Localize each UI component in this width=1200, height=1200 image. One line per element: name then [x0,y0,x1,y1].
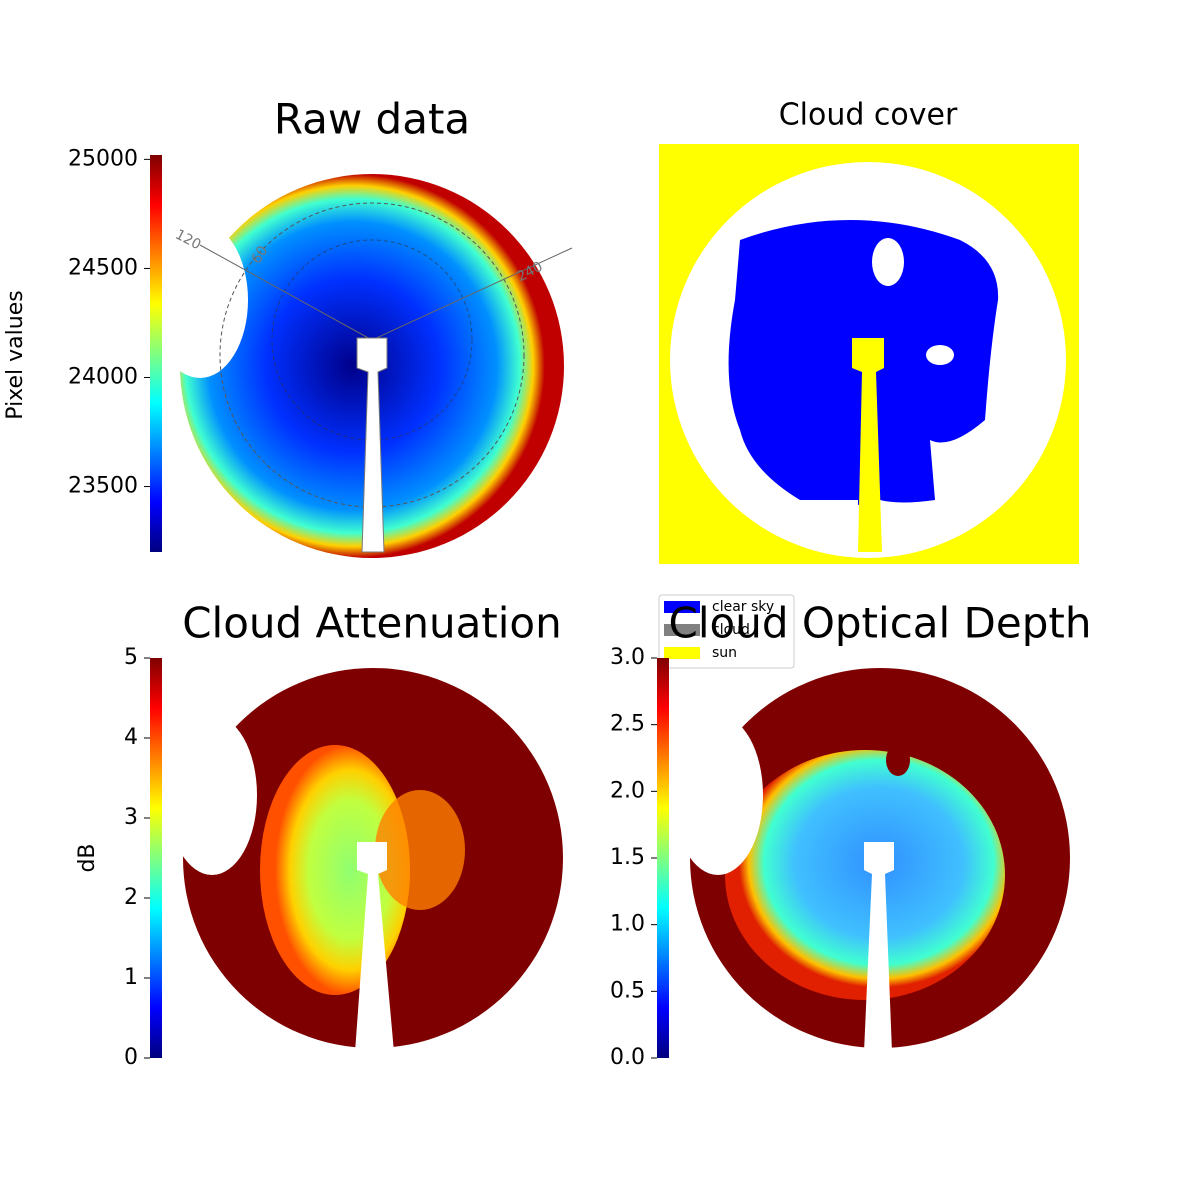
colorbar-tick-label: 1.5 [610,845,645,870]
legend-label: clear sky [712,599,774,615]
colorbar [150,658,162,1058]
cloud-cover-image [659,144,1079,564]
colorbar-tick-label: 2 [124,885,138,910]
colorbar-tick-label: 2.5 [610,712,645,737]
colorbar-tick-label: 5 [124,645,138,670]
colorbar-tick-label: 0 [124,1045,138,1070]
colorbar-tick-label: 2.0 [610,778,645,803]
colorbar [657,658,669,1058]
colorbar-tick-label: 3.0 [610,645,645,670]
colorbar-tick-label: 1 [124,965,138,990]
legend-label: sun [712,645,737,661]
legend-swatch [664,624,700,636]
panel-title: Raw data [274,95,470,144]
colorbar-label: dB [75,843,100,872]
colorbar-tick-label: 23500 [68,474,138,499]
colorbar-tick-label: 1.0 [610,912,645,937]
panel-title: Cloud cover [779,98,958,133]
panel-title: Cloud Attenuation [182,599,562,648]
polar-label: 60 [249,243,272,266]
panel-title: Cloud Optical Depth [669,599,1092,648]
legend-swatch [664,601,700,613]
colorbar-label: Pixel values [3,290,28,419]
legend-label: cloud [712,622,750,638]
optical-depth-image [673,668,1070,1052]
attenuation-image [167,668,563,1052]
colorbar-tick-label: 0.5 [610,978,645,1003]
colorbar-tick-label: 0.0 [610,1045,645,1070]
colorbar-tick-label: 4 [124,725,138,750]
colorbar-tick-label: 3 [124,805,138,830]
raw-image [152,174,573,558]
colorbar-tick-label: 24000 [68,364,138,389]
legend-swatch [664,647,700,659]
colorbar-tick-label: 25000 [68,146,138,171]
colorbar [150,155,162,552]
colorbar-tick-label: 24500 [68,255,138,280]
